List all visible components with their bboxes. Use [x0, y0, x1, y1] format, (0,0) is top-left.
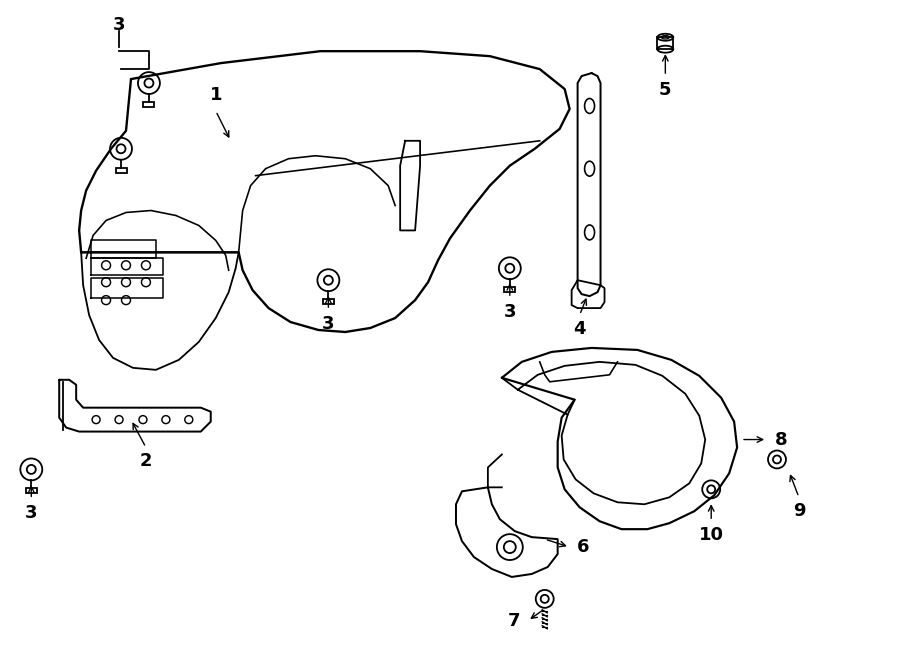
Text: 3: 3 [504, 303, 516, 321]
Text: 2: 2 [140, 452, 152, 471]
Text: 7: 7 [508, 612, 520, 630]
Text: 5: 5 [659, 81, 671, 99]
Text: 4: 4 [573, 320, 586, 338]
Text: 3: 3 [25, 504, 38, 522]
Bar [26, 488, 37, 493]
Bar [143, 102, 155, 107]
Text: 10: 10 [698, 526, 724, 544]
Bar [323, 299, 334, 304]
Bar [504, 287, 516, 292]
Bar [115, 168, 127, 173]
Text: 8: 8 [775, 430, 788, 449]
Text: 6: 6 [577, 538, 590, 556]
Text: 3: 3 [112, 17, 125, 34]
Bar [657, 37, 673, 49]
Text: 3: 3 [322, 315, 335, 333]
Text: 9: 9 [793, 502, 806, 520]
Text: 1: 1 [210, 86, 222, 104]
